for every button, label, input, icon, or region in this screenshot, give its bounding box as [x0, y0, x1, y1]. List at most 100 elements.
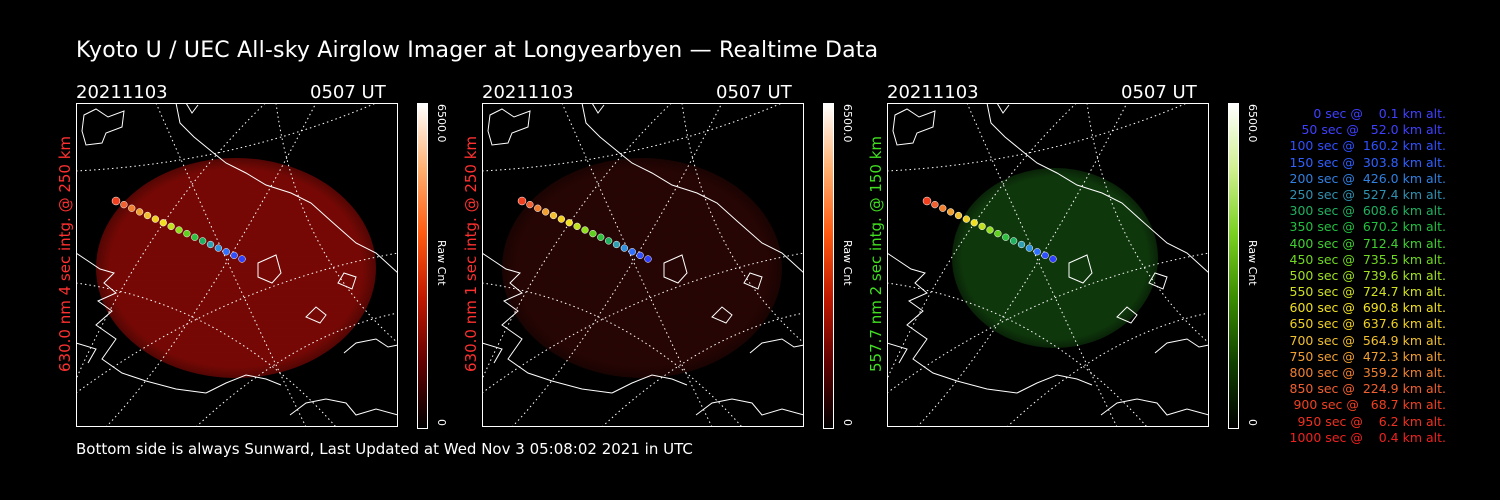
trajectory-point: [175, 226, 183, 234]
colorbar: [823, 103, 834, 429]
panel-time: 0507 UT: [310, 82, 386, 103]
trajectory-point: [573, 222, 581, 231]
coordinate-grid: [482, 103, 804, 427]
trajectory-point: [1009, 237, 1018, 245]
legend-row: 350 sec @ 670.2 km alt.: [1289, 219, 1446, 235]
trajectory-point: [978, 222, 986, 231]
legend-row: 750 sec @ 472.3 km alt.: [1289, 348, 1446, 364]
colorbar-min-label: 0: [435, 419, 448, 426]
coastlines: [482, 103, 804, 416]
all-sky-map: [76, 103, 398, 427]
footer-status: Bottom side is always Sunward, Last Upda…: [76, 440, 693, 458]
trajectory-point: [986, 226, 994, 234]
all-sky-image: [482, 103, 804, 427]
panel-date: 20211103: [482, 82, 574, 103]
trajectory-point: [612, 240, 621, 249]
trajectory-point: [628, 248, 636, 256]
page-title: Kyoto U / UEC All-sky Airglow Imager at …: [76, 38, 879, 63]
trajectory-point: [931, 200, 939, 209]
colorbar-min-label: 0: [841, 419, 854, 426]
trajectory-point: [589, 229, 597, 238]
legend-row: 1000 sec @ 0.4 km alt.: [1289, 429, 1446, 445]
trajectory-point: [939, 204, 947, 212]
colorbar: [417, 103, 428, 429]
trajectory-point: [120, 200, 128, 209]
legend-row: 150 sec @ 303.8 km alt.: [1289, 154, 1446, 170]
trajectory-point: [946, 208, 955, 216]
trajectory-point: [198, 237, 207, 245]
trajectory-point: [230, 251, 238, 260]
trajectory-point: [922, 196, 932, 206]
legend-row: 50 sec @ 52.0 km alt.: [1301, 122, 1446, 138]
all-sky-image: [76, 103, 398, 427]
legend-row: 500 sec @ 739.6 km alt.: [1289, 267, 1446, 283]
legend-row: 850 sec @ 224.9 km alt.: [1289, 381, 1446, 397]
trajectory-point: [1017, 240, 1026, 249]
trajectory-legend: 0 sec @ 0.1 km alt. 50 sec @ 52.0 km alt.…: [1256, 106, 1446, 446]
legend-row: 650 sec @ 637.6 km alt.: [1289, 316, 1446, 332]
trajectory-point: [1002, 233, 1010, 241]
trajectory-point: [636, 251, 644, 260]
panel-date: 20211103: [887, 82, 979, 103]
all-sky-map: [482, 103, 804, 427]
legend-row: 600 sec @ 690.8 km alt.: [1289, 300, 1446, 316]
panel-time: 0507 UT: [716, 82, 792, 103]
trajectory-point: [1041, 251, 1049, 260]
legend-row: 0 sec @ 0.1 km alt.: [1313, 106, 1446, 121]
colorbar-unit-label: Raw Cnt: [841, 240, 854, 286]
legend-row: 100 sec @ 160.2 km alt.: [1289, 138, 1446, 154]
all-sky-image: [887, 103, 1209, 427]
panel-wavelength-label: 630.0 nm 1 sec intg. @ 250 km: [462, 135, 480, 372]
trajectory-point: [644, 255, 652, 263]
legend-row: 950 sec @ 6.2 km alt.: [1297, 413, 1446, 429]
trajectory-point: [994, 229, 1002, 238]
legend-row: 700 sec @ 564.9 km alt.: [1289, 332, 1446, 348]
trajectory-point: [604, 237, 613, 245]
trajectory-point: [581, 226, 589, 234]
trajectory-point: [1033, 248, 1041, 256]
trajectory-point: [128, 204, 136, 212]
coastlines: [887, 103, 1209, 416]
colorbar-max-label: 6500.0: [841, 104, 854, 143]
trajectory-point: [526, 200, 534, 209]
coastlines: [76, 103, 398, 416]
rocket-trajectory: [517, 196, 652, 263]
trajectory-point: [111, 196, 121, 206]
trajectory-point: [167, 222, 175, 231]
trajectory-point: [222, 248, 230, 256]
trajectory-point: [620, 244, 629, 252]
trajectory-point: [183, 229, 191, 238]
trajectory-point: [143, 211, 152, 220]
panel-date: 20211103: [76, 82, 168, 103]
legend-row: 250 sec @ 527.4 km alt.: [1289, 186, 1446, 202]
trajectory-point: [135, 208, 144, 216]
legend-row: 900 sec @ 68.7 km alt.: [1293, 397, 1446, 413]
legend-row: 450 sec @ 735.5 km alt.: [1289, 251, 1446, 267]
trajectory-point: [191, 233, 199, 241]
panel-wavelength-label: 557.7 nm 2 sec intg. @ 150 km: [867, 135, 885, 372]
legend-row: 200 sec @ 426.0 km alt.: [1289, 170, 1446, 186]
panel-time: 0507 UT: [1121, 82, 1197, 103]
panel-wavelength-label: 630.0 nm 4 sec intg. @ 250 km: [56, 135, 74, 372]
trajectory-point: [962, 215, 971, 223]
trajectory-point: [549, 211, 558, 220]
trajectory-point: [557, 215, 566, 223]
trajectory-point: [517, 196, 527, 206]
coordinate-grid: [76, 103, 398, 427]
trajectory-point: [1025, 244, 1034, 252]
rocket-trajectory: [111, 196, 246, 263]
colorbar: [1228, 103, 1239, 429]
trajectory-point: [565, 219, 573, 227]
coordinate-grid: [887, 103, 1209, 427]
trajectory-point: [151, 215, 160, 223]
legend-row: 400 sec @ 712.4 km alt.: [1289, 235, 1446, 251]
trajectory-point: [238, 255, 246, 263]
airglow-field: [96, 158, 376, 378]
trajectory-point: [206, 240, 215, 249]
all-sky-map: [887, 103, 1209, 427]
trajectory-point: [541, 208, 550, 216]
trajectory-point: [970, 219, 978, 227]
trajectory-point: [597, 233, 605, 241]
trajectory-point: [534, 204, 542, 212]
trajectory-point: [1049, 255, 1057, 263]
